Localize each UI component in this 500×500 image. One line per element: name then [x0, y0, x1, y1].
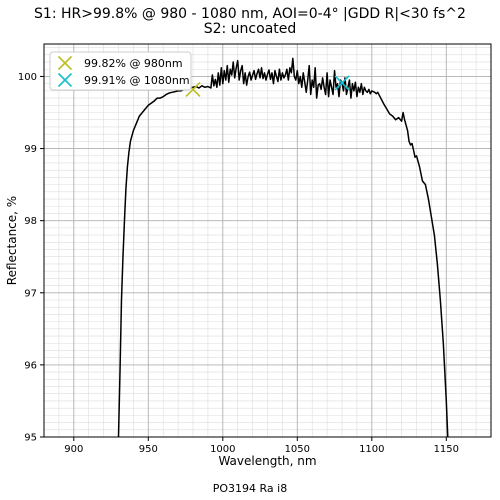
axes-frame [43, 43, 492, 438]
chart-title-line-2: S2: uncoated [203, 21, 297, 37]
curve-layer [117, 57, 449, 437]
y-tick-label: 95 [24, 433, 37, 444]
y-tick-label: 97 [24, 288, 37, 299]
legend-entry-1080: 99.91% @ 1080nm [84, 74, 190, 87]
marker-layer [185, 75, 350, 97]
y-axis-label: Reflectance, % [5, 196, 19, 285]
legend-marker-980 [57, 55, 73, 71]
x-tick-label: 1150 [434, 444, 459, 455]
x-tick-label: 1000 [210, 444, 235, 455]
footer-label: PO3194 Ra i8 [212, 482, 288, 495]
ticks-layer: 900 950 1000 1050 1100 1150 95 96 97 98 99 100 [18, 72, 459, 455]
legend-x-icon-1 [57, 72, 73, 88]
data-marker-1080 [334, 75, 350, 91]
y-tick-label: 100 [18, 72, 37, 83]
legend-marker-1080 [57, 72, 73, 88]
y-tick-label: 96 [24, 360, 37, 371]
plot-frame [43, 43, 492, 438]
x-tick-label: 1100 [359, 444, 384, 455]
x-axis-label: Wavelength, nm [218, 454, 316, 468]
x-tick-label: 900 [64, 444, 83, 455]
minor-grid [43, 44, 492, 437]
x-tick-label: 1050 [285, 444, 310, 455]
y-tick-label: 98 [24, 216, 37, 227]
chart-title-line-1: S1: HR>99.8% @ 980 - 1080 nm, AOI=0-4° |… [34, 6, 466, 22]
reflectance-curve-0 [117, 57, 449, 437]
x-tick-label: 950 [139, 444, 158, 455]
legend-x-icon-0 [57, 55, 73, 71]
legend-box [49, 51, 192, 91]
legend: 99.82% @ 980nm 99.91% @ 1080nm [49, 51, 192, 91]
legend-entry-980: 99.82% @ 980nm [84, 57, 183, 70]
y-tick-label: 99 [24, 144, 37, 155]
